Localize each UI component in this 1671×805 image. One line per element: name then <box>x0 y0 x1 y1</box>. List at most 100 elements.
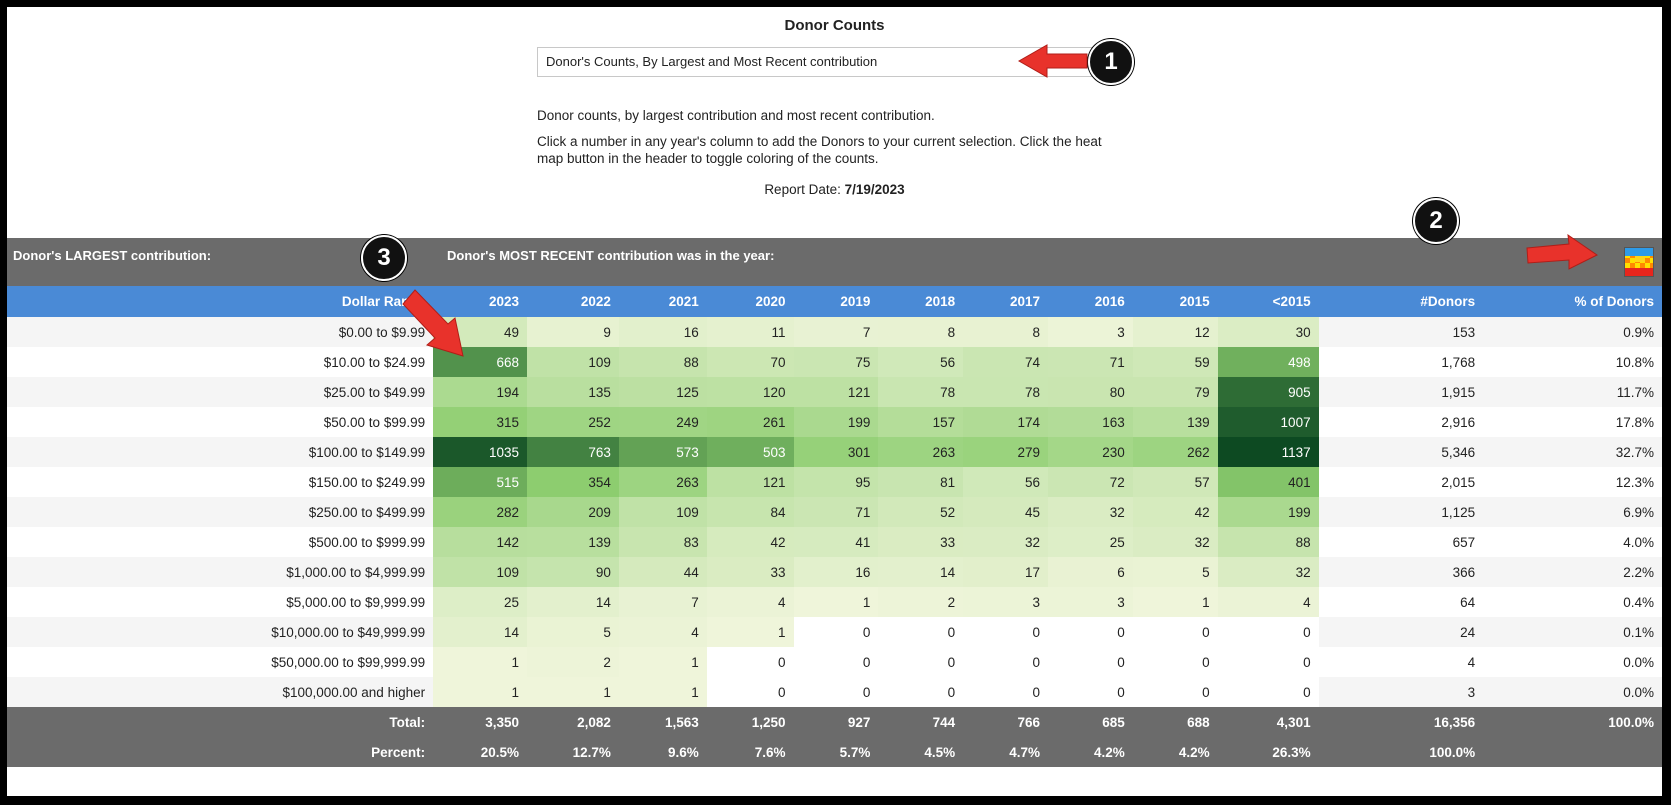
donor-count-cell[interactable]: 30 <box>1217 317 1319 347</box>
donor-count-cell[interactable]: 33 <box>878 527 964 557</box>
donor-count-cell[interactable]: 17 <box>963 557 1048 587</box>
donor-count-cell[interactable]: 56 <box>878 347 964 377</box>
donor-count-cell[interactable]: 12 <box>1132 317 1218 347</box>
donor-count-cell[interactable]: 8 <box>878 317 964 347</box>
donor-count-cell[interactable]: 125 <box>618 377 707 407</box>
donor-count-cell[interactable]: 83 <box>618 527 707 557</box>
donor-count-cell[interactable]: 11 <box>706 317 794 347</box>
donor-count-cell[interactable]: 70 <box>706 347 794 377</box>
donor-count-cell[interactable]: 6 <box>1048 557 1133 587</box>
donor-count-cell[interactable]: 79 <box>1132 377 1218 407</box>
donor-count-cell[interactable]: 16 <box>618 317 707 347</box>
donor-count-cell[interactable]: 282 <box>433 497 528 527</box>
donor-count-cell[interactable]: 194 <box>433 377 528 407</box>
donor-count-cell[interactable]: 279 <box>963 437 1048 467</box>
donor-count-cell[interactable]: 78 <box>963 377 1048 407</box>
donor-count-cell[interactable]: 56 <box>963 467 1048 497</box>
donor-count-cell[interactable]: 14 <box>878 557 964 587</box>
donor-count-cell[interactable]: 4 <box>618 617 707 647</box>
donor-count-cell[interactable]: 5 <box>527 617 619 647</box>
donor-count-cell[interactable]: 354 <box>527 467 619 497</box>
donor-count-cell[interactable]: 1007 <box>1217 407 1319 437</box>
donor-count-cell[interactable]: 1 <box>1132 587 1218 617</box>
donor-count-cell[interactable]: 230 <box>1048 437 1133 467</box>
donor-count-cell[interactable]: 32 <box>1132 527 1218 557</box>
donor-count-cell[interactable]: 252 <box>527 407 619 437</box>
donor-count-cell[interactable]: 72 <box>1048 467 1133 497</box>
donor-count-cell[interactable]: 7 <box>618 587 707 617</box>
donor-count-cell[interactable]: 0 <box>1217 677 1319 707</box>
donor-count-cell[interactable]: 249 <box>618 407 707 437</box>
donor-count-cell[interactable]: 84 <box>706 497 794 527</box>
donor-count-cell[interactable]: 3 <box>1048 317 1133 347</box>
donor-count-cell[interactable]: 121 <box>706 467 794 497</box>
donor-count-cell[interactable]: 0 <box>963 617 1048 647</box>
donor-count-cell[interactable]: 209 <box>527 497 619 527</box>
donor-count-cell[interactable]: 0 <box>793 647 879 677</box>
donor-count-cell[interactable]: 142 <box>433 527 528 557</box>
donor-count-cell[interactable]: 905 <box>1217 377 1319 407</box>
donor-count-cell[interactable]: 498 <box>1217 347 1319 377</box>
donor-count-cell[interactable]: 1 <box>618 647 707 677</box>
donor-count-cell[interactable]: 135 <box>527 377 619 407</box>
donor-count-cell[interactable]: 75 <box>793 347 879 377</box>
donor-count-cell[interactable]: 0 <box>1048 677 1133 707</box>
donor-count-cell[interactable]: 45 <box>963 497 1048 527</box>
donor-count-cell[interactable]: 81 <box>878 467 964 497</box>
donor-count-cell[interactable]: 401 <box>1217 467 1319 497</box>
donor-count-cell[interactable]: 3 <box>963 587 1048 617</box>
donor-count-cell[interactable]: 573 <box>618 437 707 467</box>
donor-count-cell[interactable]: 174 <box>963 407 1048 437</box>
donor-count-cell[interactable]: 503 <box>706 437 794 467</box>
donor-count-cell[interactable]: 2 <box>527 647 619 677</box>
donor-count-cell[interactable]: 0 <box>878 617 964 647</box>
donor-count-cell[interactable]: 4 <box>1217 587 1319 617</box>
donor-count-cell[interactable]: 0 <box>963 677 1048 707</box>
donor-count-cell[interactable]: 9 <box>527 317 619 347</box>
donor-count-cell[interactable]: 0 <box>793 617 879 647</box>
donor-count-cell[interactable]: 301 <box>793 437 879 467</box>
donor-count-cell[interactable]: 25 <box>1048 527 1133 557</box>
donor-count-cell[interactable]: 1 <box>433 677 528 707</box>
donor-count-cell[interactable]: 5 <box>1132 557 1218 587</box>
donor-count-cell[interactable]: 109 <box>433 557 528 587</box>
donor-count-cell[interactable]: 0 <box>1048 647 1133 677</box>
donor-count-cell[interactable]: 32 <box>963 527 1048 557</box>
donor-count-cell[interactable]: 33 <box>706 557 794 587</box>
donor-count-cell[interactable]: 199 <box>793 407 879 437</box>
donor-count-cell[interactable]: 1 <box>706 617 794 647</box>
donor-count-cell[interactable]: 1035 <box>433 437 528 467</box>
donor-count-cell[interactable]: 515 <box>433 467 528 497</box>
donor-count-cell[interactable]: 42 <box>1132 497 1218 527</box>
donor-count-cell[interactable]: 52 <box>878 497 964 527</box>
donor-count-cell[interactable]: 199 <box>1217 497 1319 527</box>
donor-count-cell[interactable]: 1137 <box>1217 437 1319 467</box>
donor-count-cell[interactable]: 763 <box>527 437 619 467</box>
donor-count-cell[interactable]: 0 <box>1132 647 1218 677</box>
donor-count-cell[interactable]: 90 <box>527 557 619 587</box>
donor-count-cell[interactable]: 1 <box>793 587 879 617</box>
donor-count-cell[interactable]: 78 <box>878 377 964 407</box>
donor-count-cell[interactable]: 120 <box>706 377 794 407</box>
donor-count-cell[interactable]: 0 <box>963 647 1048 677</box>
donor-count-cell[interactable]: 3 <box>1048 587 1133 617</box>
donor-count-cell[interactable]: 0 <box>1132 617 1218 647</box>
donor-count-cell[interactable]: 263 <box>618 467 707 497</box>
donor-count-cell[interactable]: 0 <box>1132 677 1218 707</box>
donor-count-cell[interactable]: 57 <box>1132 467 1218 497</box>
donor-count-cell[interactable]: 0 <box>1217 647 1319 677</box>
donor-count-cell[interactable]: 16 <box>793 557 879 587</box>
donor-count-cell[interactable]: 25 <box>433 587 528 617</box>
donor-count-cell[interactable]: 109 <box>527 347 619 377</box>
donor-count-cell[interactable]: 14 <box>527 587 619 617</box>
donor-count-cell[interactable]: 0 <box>1217 617 1319 647</box>
donor-count-cell[interactable]: 80 <box>1048 377 1133 407</box>
donor-count-cell[interactable]: 71 <box>1048 347 1133 377</box>
donor-count-cell[interactable]: 1 <box>527 677 619 707</box>
donor-count-cell[interactable]: 41 <box>793 527 879 557</box>
donor-count-cell[interactable]: 88 <box>1217 527 1319 557</box>
donor-count-cell[interactable]: 88 <box>618 347 707 377</box>
donor-count-cell[interactable]: 0 <box>706 647 794 677</box>
donor-count-cell[interactable]: 14 <box>433 617 528 647</box>
donor-count-cell[interactable]: 163 <box>1048 407 1133 437</box>
